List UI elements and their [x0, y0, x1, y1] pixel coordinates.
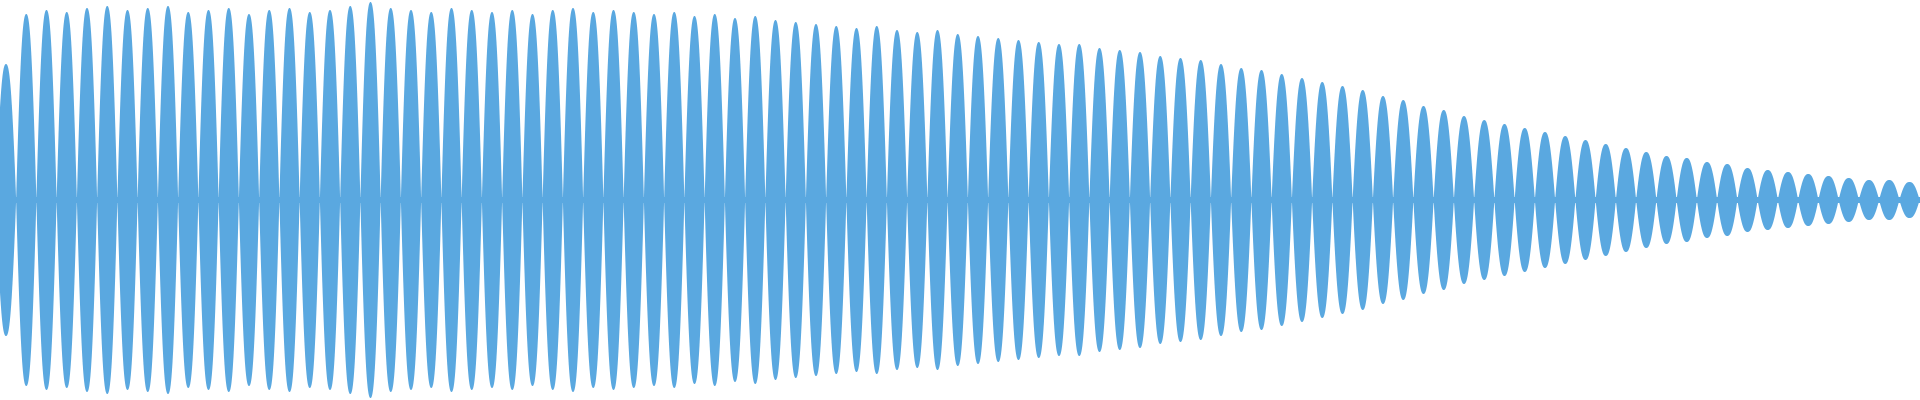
wave-lobe [157, 5, 179, 394]
wave-lobe [380, 8, 401, 392]
wave-lobe [279, 8, 300, 392]
wave-lobe [1777, 172, 1799, 228]
wave-lobe [1474, 120, 1495, 280]
wave-lobe [988, 38, 1009, 362]
wave-lobe [421, 12, 442, 388]
wave-lobe [56, 12, 77, 388]
wave-lobe [0, 64, 17, 336]
wave-lobe [1818, 176, 1839, 224]
wave-lobe [218, 8, 239, 392]
wave-lobe [299, 12, 320, 388]
wave-lobe [1150, 55, 1171, 345]
wave-lobe [907, 32, 928, 368]
wave-lobe [826, 25, 847, 375]
wave-lobe [1494, 124, 1515, 276]
wave-lobe [562, 8, 584, 392]
wave-lobe [1008, 40, 1029, 360]
wave-lobe [1433, 110, 1454, 290]
wave-lobe [1312, 82, 1333, 318]
wave-lobe [1696, 162, 1718, 238]
wave-lobe [1453, 116, 1475, 284]
wave-lobe [1555, 136, 1576, 264]
wave-lobe [198, 10, 219, 390]
wave-lobe [846, 27, 867, 372]
wave-lobe [1595, 144, 1616, 256]
wave-lobe [76, 8, 98, 392]
wave-lobe [461, 10, 482, 390]
wave-lobe [967, 35, 989, 364]
wave-lobe [16, 14, 37, 386]
wave-lobe [805, 24, 827, 376]
wave-lobe [1028, 42, 1049, 358]
wave-lobe [785, 22, 806, 378]
wave-lobe [1109, 50, 1130, 350]
wave-lobe [1656, 156, 1677, 244]
wave-lobe [137, 8, 158, 392]
wave-lobe [1757, 170, 1778, 230]
wave-lobe [886, 30, 908, 370]
wave-lobe [1899, 182, 1920, 218]
wave-lobe [1879, 180, 1900, 220]
wave-lobe [684, 15, 705, 384]
wave-lobe [1129, 52, 1151, 348]
wave-lobe [643, 14, 665, 386]
wave-lobe [400, 10, 422, 390]
wave-lobe [1393, 100, 1414, 300]
wave-lobe [1170, 58, 1191, 342]
wave-lobe [1676, 158, 1697, 242]
wave-lobe [1069, 44, 1090, 356]
wave-lobe [765, 20, 786, 380]
wave-lobe [623, 12, 644, 388]
wave-lobe [927, 30, 948, 370]
wave-lobe [238, 14, 260, 386]
wave-lobe [441, 8, 462, 392]
wave-lobe [259, 10, 280, 390]
wave-lobe [1615, 148, 1637, 252]
wave-lobe [1271, 74, 1292, 326]
wave-lobe [1413, 106, 1434, 294]
wave-lobe [1838, 178, 1859, 222]
wave-lobe [1291, 78, 1313, 322]
wave-lobe [1048, 44, 1070, 356]
wave-lobe [1798, 174, 1819, 226]
wave-lobe [1190, 60, 1211, 340]
wave-lobe [947, 34, 968, 366]
wave-lobe [117, 10, 138, 390]
wave-lobe [724, 18, 746, 382]
wave-lobe [502, 10, 523, 390]
wave-lobe [866, 25, 887, 375]
wave-lobe [1089, 47, 1110, 353]
wave-lobe [583, 12, 604, 388]
wave-lobe [1575, 140, 1596, 260]
wave-lobe [1210, 64, 1232, 336]
wave-lobe [178, 12, 199, 388]
wave-lobe [542, 10, 563, 390]
wave-lobe [603, 10, 624, 390]
wave-lobe [36, 10, 57, 390]
wave-lobe [1251, 70, 1272, 330]
wave-lobe [360, 2, 381, 398]
wave-lobe [1231, 68, 1252, 332]
wave-lobe [340, 5, 361, 394]
wave-lobe [1717, 164, 1738, 236]
wave-lobe [97, 5, 118, 394]
wave-lobe [1858, 180, 1880, 220]
wave-lobe [704, 14, 725, 386]
wave-lobe [1332, 86, 1353, 314]
wave-lobe [1372, 96, 1394, 304]
wave-lobe [522, 14, 543, 386]
wave-lobe [481, 12, 503, 388]
wave-lobe [745, 15, 766, 384]
wave-lobe [1514, 128, 1535, 272]
wave-lobe [1352, 90, 1373, 310]
wave-lobe [1534, 132, 1556, 268]
wave-lobe [1737, 168, 1758, 232]
wave-lobe [319, 10, 341, 390]
wave-lobe [664, 12, 685, 388]
wave-lobe [1636, 152, 1657, 248]
